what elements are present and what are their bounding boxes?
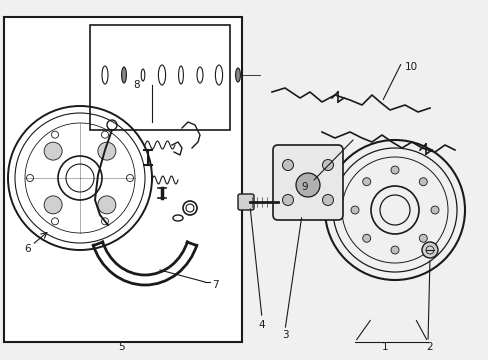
Circle shape [362,234,370,242]
Circle shape [98,196,116,214]
Text: 4: 4 [258,320,265,330]
Circle shape [26,175,34,181]
Ellipse shape [158,65,165,85]
Circle shape [102,131,108,138]
Ellipse shape [215,65,222,85]
Circle shape [282,159,293,171]
Circle shape [322,159,333,171]
Text: 3: 3 [281,330,288,340]
Circle shape [362,178,370,186]
Ellipse shape [235,68,240,82]
Ellipse shape [197,67,203,83]
Circle shape [51,131,59,138]
Circle shape [418,234,427,242]
Text: 1: 1 [381,342,387,352]
Text: 5: 5 [119,342,125,352]
Text: 8: 8 [133,80,140,90]
Circle shape [44,196,62,214]
Circle shape [51,218,59,225]
Text: 6: 6 [24,244,31,254]
Circle shape [102,218,108,225]
Ellipse shape [141,69,144,81]
Circle shape [98,142,116,160]
Circle shape [390,246,398,254]
Circle shape [418,178,427,186]
Text: 10: 10 [404,62,417,72]
Circle shape [282,194,293,206]
Circle shape [126,175,133,181]
Circle shape [322,194,333,206]
Text: 9: 9 [301,182,307,192]
Ellipse shape [102,66,108,84]
Circle shape [350,206,358,214]
FancyBboxPatch shape [90,25,229,130]
Text: 7: 7 [212,280,218,290]
FancyBboxPatch shape [4,17,242,342]
Text: 2: 2 [426,342,432,352]
Circle shape [421,242,437,258]
Circle shape [430,206,438,214]
Circle shape [295,173,319,197]
FancyBboxPatch shape [272,145,342,220]
Ellipse shape [178,66,183,84]
Circle shape [44,142,62,160]
FancyBboxPatch shape [238,194,253,210]
Ellipse shape [122,67,126,83]
Circle shape [390,166,398,174]
